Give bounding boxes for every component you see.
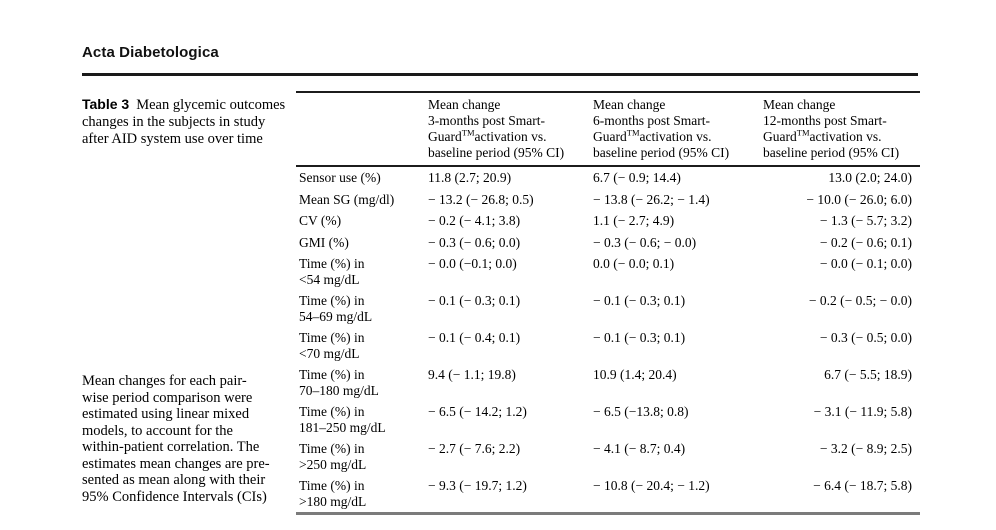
column-header-3mo: Mean change 3-months post Smart- GuardTM… xyxy=(428,92,593,166)
table-row: Mean SG (mg/dl) − 13.2 (− 26.8; 0.5) − 1… xyxy=(296,189,920,211)
outcomes-table-wrapper: Mean change 3-months post Smart- GuardTM… xyxy=(296,91,920,515)
cell-6mo: − 0.1 (− 0.3; 0.1) xyxy=(593,293,686,308)
cell-3mo: − 2.7 (− 7.6; 2.2) xyxy=(428,441,521,456)
table-row: Sensor use (%) 11.8 (2.7; 20.9) 6.7 (− 0… xyxy=(296,166,920,189)
table-row: Time (%) in <54 mg/dL − 0.0 (−0.1; 0.0) 0… xyxy=(296,253,920,290)
cell-12mo: − 0.0 (− 0.1; 0.0) xyxy=(819,256,912,271)
cell-12mo: − 3.2 (− 8.9; 2.5) xyxy=(819,441,912,456)
cell-12mo: − 0.2 (− 0.6; 0.1) xyxy=(819,234,912,250)
row-label: Time (%) in >250 mg/dL xyxy=(299,441,367,472)
column-header-12mo: Mean change 12-months post Smart- GuardT… xyxy=(763,92,920,166)
cell-12mo: − 10.0 (− 26.0; 6.0) xyxy=(806,191,912,207)
row-label: Time (%) in 181–250 mg/dL xyxy=(299,404,386,435)
cell-3mo: − 0.1 (− 0.3; 0.1) xyxy=(428,293,521,308)
table-row: Time (%) in >250 mg/dL − 2.7 (− 7.6; 2.2)… xyxy=(296,438,920,475)
footnote-line: estimates mean changes are pre- xyxy=(82,455,270,472)
cell-12mo: − 1.3 (− 5.7; 3.2) xyxy=(819,213,912,228)
footnote-line: Mean changes for each pair- xyxy=(82,373,247,389)
caption-line: after AID system use over time xyxy=(82,131,263,147)
cell-12mo: 13.0 (2.0; 24.0) xyxy=(828,170,912,185)
caption-line: changes in the subjects in study xyxy=(82,114,266,130)
cell-6mo: 0.0 (− 0.0; 0.1) xyxy=(593,256,675,271)
row-label: Time (%) in 70–180 mg/dL xyxy=(299,367,379,398)
cell-6mo: 6.7 (− 0.9; 14.4) xyxy=(593,170,681,185)
table-row: Time (%) in 70–180 mg/dL 9.4 (− 1.1; 19.8… xyxy=(296,364,920,401)
table-row: Time (%) in <70 mg/dL − 0.1 (− 0.4; 0.1) … xyxy=(296,327,920,364)
header-rule xyxy=(82,73,918,76)
row-label: CV (%) xyxy=(299,213,342,228)
table-row: CV (%) − 0.2 (− 4.1; 3.8) 1.1 (− 2.7; 4.… xyxy=(296,210,920,232)
row-label: Time (%) in >180 mg/dL xyxy=(299,478,367,509)
cell-12mo: − 3.1 (− 11.9; 5.8) xyxy=(813,404,912,419)
table-footnote: Mean changes for each pair- wise period … xyxy=(82,373,314,505)
cell-12mo: 6.7 (− 5.5; 18.9) xyxy=(824,367,912,382)
caption-label: Table 3 xyxy=(82,96,130,112)
cell-12mo: − 0.2 (− 0.5; − 0.0) xyxy=(808,293,912,308)
cell-6mo: 1.1 (− 2.7; 4.9) xyxy=(593,213,675,228)
cell-3mo: − 13.2 (− 26.8; 0.5) xyxy=(428,191,534,207)
row-label: GMI (%) xyxy=(299,234,349,250)
caption-line: Table 3 Mean glycemic outcomes xyxy=(82,96,304,114)
column-header-6mo: Mean change 6-months post Smart- GuardTM… xyxy=(593,92,763,166)
footnote-line: 95% Confidence Intervals (CIs) xyxy=(82,488,267,505)
trademark-sup: TM xyxy=(461,127,475,138)
stub-header xyxy=(296,92,428,166)
table-row: GMI (%) − 0.3 (− 0.6; 0.0) − 0.3 (− 0.6;… xyxy=(296,232,920,254)
cell-6mo: 10.9 (1.4; 20.4) xyxy=(593,367,677,382)
journal-header: Acta Diabetologica xyxy=(82,44,219,61)
caption-text: Mean glycemic outcomes xyxy=(136,97,286,113)
footnote-line: wise period comparison were xyxy=(82,389,253,406)
cell-6mo: − 10.8 (− 20.4; − 1.2) xyxy=(593,478,710,493)
cell-12mo: − 6.4 (− 18.7; 5.8) xyxy=(813,478,912,493)
footnote-line: within-patient correlation. The xyxy=(82,439,260,455)
table-caption: Table 3 Mean glycemic outcomes changes in… xyxy=(82,96,304,148)
row-label: Sensor use (%) xyxy=(299,170,381,185)
row-label: Time (%) in 54–69 mg/dL xyxy=(299,293,373,324)
cell-6mo: − 0.1 (− 0.3; 0.1) xyxy=(593,330,686,345)
row-label: Mean SG (mg/dl) xyxy=(299,191,395,207)
trademark-sup: TM xyxy=(626,127,640,138)
table-row: Time (%) in 54–69 mg/dL − 0.1 (− 0.3; 0.1… xyxy=(296,290,920,327)
row-label: Time (%) in <70 mg/dL xyxy=(299,330,365,361)
cell-3mo: − 6.5 (− 14.2; 1.2) xyxy=(428,404,527,419)
trademark-sup: TM xyxy=(796,127,810,138)
footnote-line: estimated using linear mixed xyxy=(82,406,250,422)
cell-6mo: − 6.5 (−13.8; 0.8) xyxy=(593,404,689,419)
cell-3mo: − 0.0 (−0.1; 0.0) xyxy=(428,256,517,271)
table-row: Time (%) in >180 mg/dL − 9.3 (− 19.7; 1.2… xyxy=(296,475,920,514)
table-row: Time (%) in 181–250 mg/dL − 6.5 (− 14.2; … xyxy=(296,401,920,438)
cell-6mo: − 4.1 (− 8.7; 0.4) xyxy=(593,441,686,456)
cell-6mo: − 0.3 (− 0.6; − 0.0) xyxy=(593,234,697,250)
header-row: Mean change 3-months post Smart- GuardTM… xyxy=(296,92,920,166)
row-label: Time (%) in <54 mg/dL xyxy=(299,256,365,287)
guard-line: GuardTMactivation vs. xyxy=(428,127,547,144)
cell-12mo: − 0.3 (− 0.5; 0.0) xyxy=(819,330,912,345)
guard-line: GuardTMactivation vs. xyxy=(763,127,882,144)
footnote-line: models, to account for the xyxy=(82,422,233,439)
cell-3mo: − 0.2 (− 4.1; 3.8) xyxy=(428,213,521,228)
cell-3mo: 9.4 (− 1.1; 19.8) xyxy=(428,367,516,382)
cell-3mo: − 0.3 (− 0.6; 0.0) xyxy=(428,234,521,250)
cell-3mo: − 0.1 (− 0.4; 0.1) xyxy=(428,330,521,345)
cell-3mo: 11.8 (2.7; 20.9) xyxy=(428,170,512,185)
cell-3mo: − 9.3 (− 19.7; 1.2) xyxy=(428,478,527,493)
outcomes-table: Mean change 3-months post Smart- GuardTM… xyxy=(296,91,920,515)
footnote-line: sented as mean along with their xyxy=(82,472,266,488)
guard-line: GuardTMactivation vs. xyxy=(593,127,712,144)
cell-6mo: − 13.8 (− 26.2; − 1.4) xyxy=(593,191,710,207)
